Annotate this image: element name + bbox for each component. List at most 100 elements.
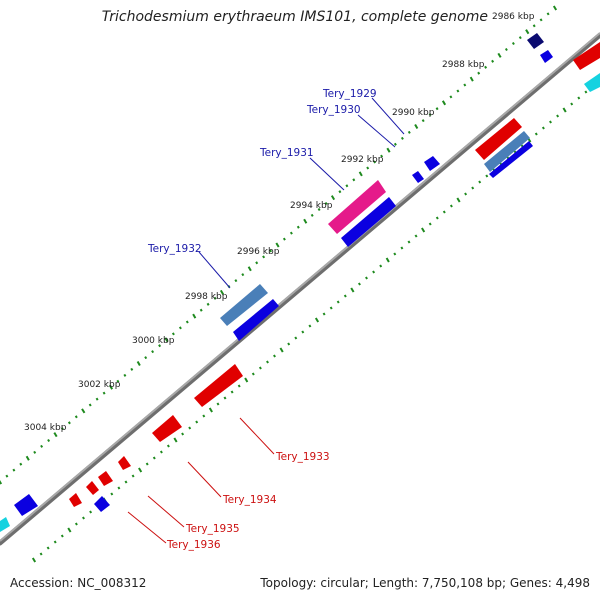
gene-label-tery-1929[interactable]: Tery_1929 — [322, 88, 377, 100]
gene-feature-forward[interactable] — [14, 494, 38, 516]
marker-dot — [31, 557, 37, 563]
gene-feature-tery-1936[interactable] — [69, 493, 82, 507]
gene-feature-steel[interactable] — [484, 131, 530, 172]
marker-dot — [117, 486, 121, 490]
gene-feature-tery-1931[interactable] — [328, 180, 386, 234]
marker-dot — [251, 372, 255, 376]
gene-feature-forward[interactable] — [341, 197, 396, 247]
tick-mark — [40, 444, 44, 448]
tick-mark — [12, 468, 16, 472]
tick-mark — [255, 261, 259, 265]
gene-label-tery-1935[interactable]: Tery_1935 — [185, 523, 240, 535]
gene-feature-tery-1930[interactable] — [412, 171, 424, 183]
marker-dot — [60, 534, 64, 538]
marker-dot — [534, 132, 538, 136]
gene-label-tery-1934[interactable]: Tery_1934 — [222, 494, 277, 506]
tick-mark — [178, 326, 182, 330]
marker-dot — [74, 522, 78, 526]
tick-mark — [88, 403, 92, 407]
tick-mark — [373, 160, 377, 164]
marker-dot — [82, 516, 85, 520]
gene-feature-forward[interactable] — [94, 496, 110, 512]
tick-mark — [469, 76, 474, 82]
gene-label-tery-1932[interactable]: Tery_1932 — [147, 243, 202, 255]
tick-mark — [213, 296, 217, 300]
gene-label-tery-1930[interactable]: Tery_1930 — [306, 104, 361, 116]
tick-mark — [102, 391, 106, 395]
tick-mark — [407, 130, 411, 134]
tick-label: 2990 kbp — [392, 108, 435, 118]
tick-mark — [477, 71, 481, 75]
gene-feature-navy[interactable] — [527, 33, 544, 49]
marker-dot — [159, 450, 163, 454]
tick-mark — [33, 450, 37, 454]
tick-mark — [352, 178, 356, 182]
tick-mark — [338, 190, 342, 194]
gene-feature-tery-1929[interactable] — [424, 156, 440, 171]
marker-dot — [400, 246, 404, 250]
tick-mark — [151, 350, 155, 354]
gene-label-tery-1933[interactable]: Tery_1933 — [275, 451, 330, 463]
marker-dot — [89, 510, 93, 514]
marker-dot — [145, 462, 149, 466]
gene-feature-reverse[interactable] — [475, 118, 522, 160]
marker-dot — [556, 114, 560, 118]
marker-dot — [166, 444, 170, 448]
tick-mark — [60, 427, 64, 431]
tick-mark — [206, 302, 210, 306]
tick-mark — [171, 332, 175, 336]
tick-label: 2994 kbp — [290, 201, 333, 211]
gene-feature-reverse[interactable] — [573, 42, 600, 70]
gene-feature-reverse[interactable] — [118, 456, 131, 470]
tick-mark — [67, 421, 71, 425]
label-leaders — [127, 97, 405, 544]
marker-dot — [188, 426, 192, 430]
gene-feature-forward[interactable] — [540, 50, 553, 63]
genome-backbone — [0, 32, 600, 546]
marker-dot — [322, 312, 326, 316]
tick-mark — [449, 95, 453, 99]
tick-mark — [25, 455, 30, 461]
marker-dot — [343, 294, 347, 298]
tick-label: 2992 kbp — [341, 155, 384, 165]
gene-feature-forward[interactable] — [233, 299, 279, 341]
marker-dot — [407, 240, 411, 244]
marker-dot — [173, 437, 178, 443]
tick-mark — [491, 59, 495, 63]
tick-mark — [414, 124, 419, 129]
gene-feature-tery-1933[interactable] — [194, 364, 243, 407]
marker-dot — [393, 252, 397, 256]
marker-dot — [562, 107, 567, 113]
tick-mark — [234, 279, 238, 283]
marker-dot — [124, 480, 128, 484]
tick-mark — [185, 320, 189, 324]
tick-mark — [289, 231, 293, 235]
tick-mark — [511, 41, 515, 46]
tick-mark — [5, 474, 9, 478]
tick-mark — [19, 462, 23, 466]
tick-mark — [366, 166, 370, 170]
gene-feature-forward[interactable] — [489, 141, 533, 178]
tick-label: 2998 kbp — [185, 292, 228, 302]
tick-mark — [539, 18, 543, 22]
tick-mark — [330, 195, 336, 201]
marker-dot — [46, 546, 50, 550]
gene-labels: Tery_1929 Tery_1930 Tery_1931 Tery_1932 … — [147, 88, 377, 551]
marker-dot — [39, 552, 43, 556]
tick-mark — [400, 136, 404, 140]
tick-mark — [53, 432, 58, 438]
gene-feature-cyan[interactable] — [584, 73, 600, 92]
gene-feature-forward[interactable] — [0, 517, 10, 532]
gene-feature-tery-1935[interactable] — [98, 471, 113, 486]
tick-mark — [324, 201, 328, 206]
gene-feature-reverse[interactable] — [86, 481, 99, 495]
gene-feature-tery-1932[interactable] — [220, 284, 268, 326]
gene-feature-tery-1934[interactable] — [152, 415, 182, 442]
tick-mark — [164, 337, 169, 343]
accession-text: Accession: NC_008312 — [10, 576, 147, 590]
tick-mark — [463, 83, 467, 87]
gene-label-tery-1931[interactable]: Tery_1931 — [259, 147, 314, 159]
gene-label-tery-1936[interactable]: Tery_1936 — [166, 539, 221, 551]
marker-dot — [549, 120, 552, 124]
marker-dot — [131, 474, 135, 478]
